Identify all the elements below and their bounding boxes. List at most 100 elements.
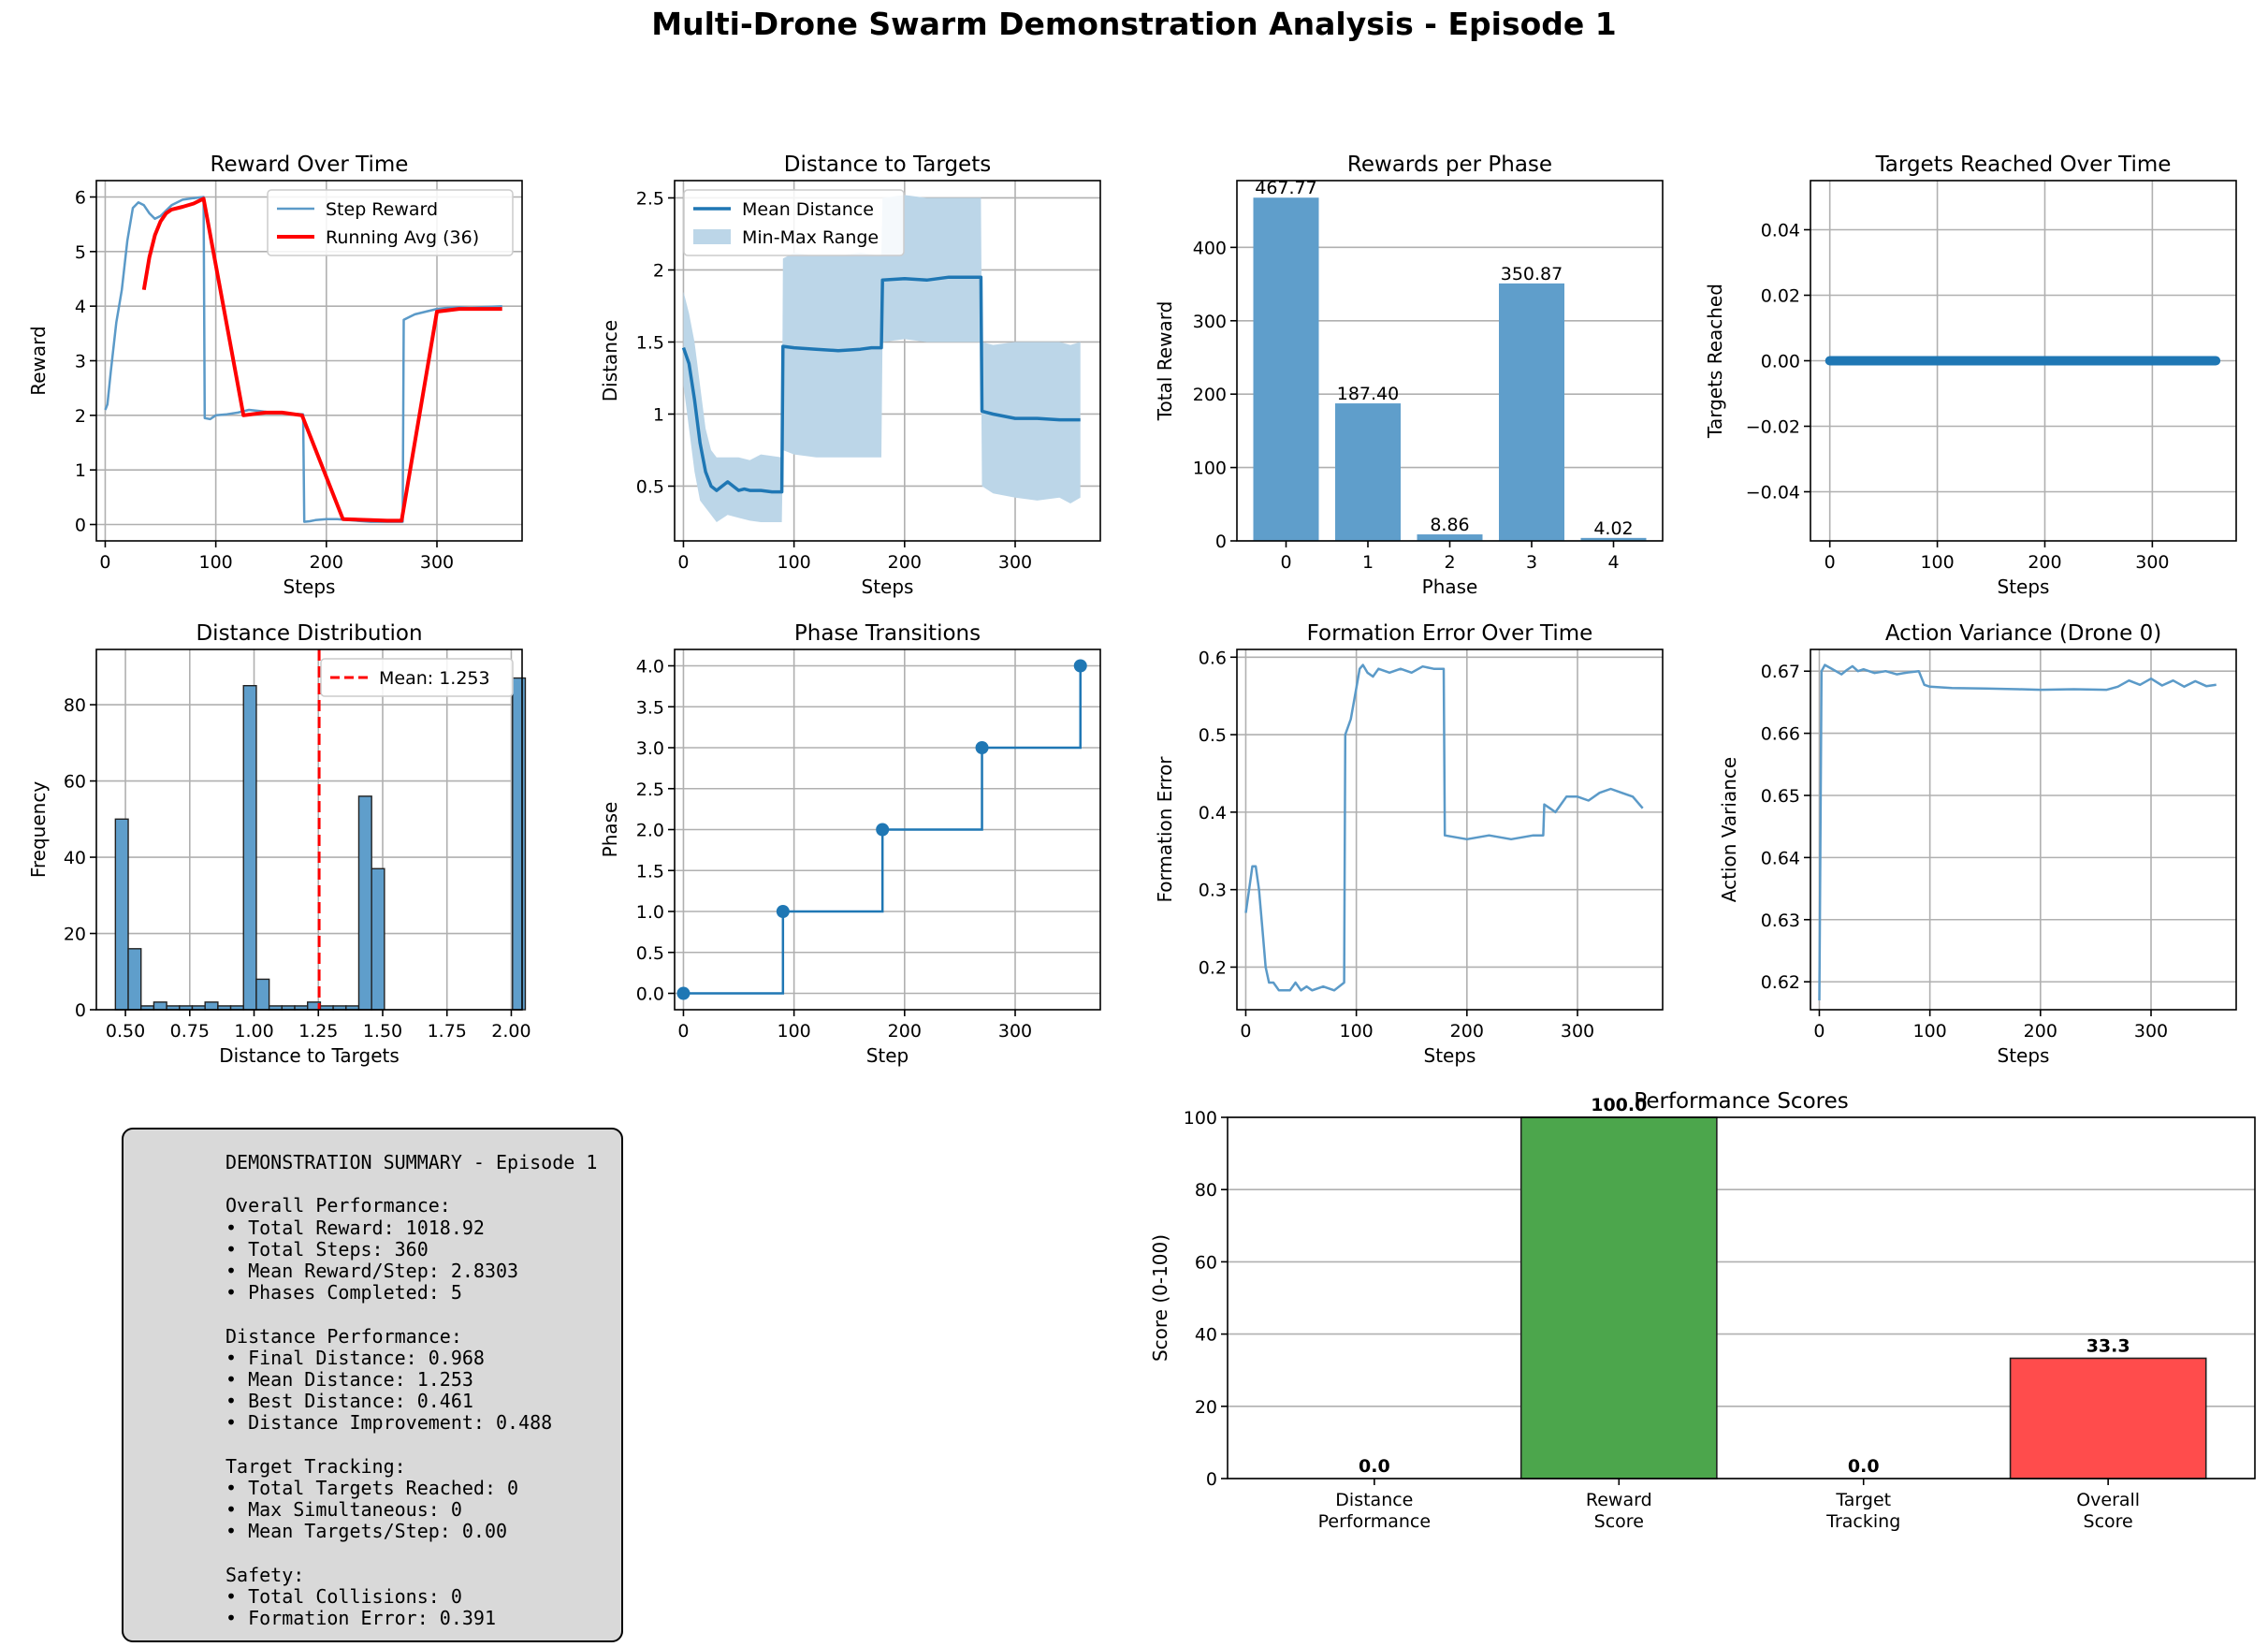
chart-histogram: 0.50 0.75 1.00 1.25 1.50 1.75 2.00 0 20 40 60 80 Dis… [27, 621, 531, 1067]
y-tick-label: 60 [64, 772, 86, 793]
y-tick-label: 0.65 [1761, 786, 1800, 807]
x-tick-label: 3 [1526, 552, 1537, 573]
summary-line [225, 1304, 621, 1325]
legend: Step Reward Running Avg (36) [267, 189, 514, 256]
y-tick-label: 0 [75, 516, 86, 536]
y-axis-label: Targets Reached [1704, 284, 1726, 439]
x-axis-label: Steps [1998, 576, 2050, 598]
phase-point [876, 823, 890, 837]
chart-title: Distance Distribution [196, 621, 422, 646]
summary-line: • Total Targets Reached: 0 [225, 1476, 519, 1499]
plot-area [1253, 197, 1647, 541]
chart-phase-transitions: 0 100 200 300 0.0 0.5 1.0 1.5 2.0 2.5 3.0 3.5 4.0 Pha… [599, 621, 1101, 1067]
plot-area [1244, 663, 1644, 992]
histogram-bar [204, 1001, 219, 1011]
y-tick-label: 0.5 [1199, 725, 1227, 746]
summary-line: • Total Collisions: 0 [225, 1584, 462, 1608]
legend-label: Running Avg (36) [326, 227, 479, 248]
phase-point [776, 905, 790, 918]
plot-area [104, 196, 502, 523]
chart-scores: 0 20 40 60 80 100 Performance Scores Score (0-1… [1149, 1089, 2256, 1532]
x-tick-label: 100 [1340, 1021, 1374, 1042]
summary-line: • Best Distance: 0.461 [225, 1390, 473, 1413]
histogram-bar [127, 948, 142, 1011]
series-mean-distance [681, 275, 1081, 494]
bar-value-label: 4.02 [1593, 518, 1633, 539]
y-tick-label: 0.2 [1199, 957, 1227, 978]
summary-line: • Formation Error: 0.391 [225, 1606, 496, 1629]
y-tick-label: 60 [1195, 1252, 1217, 1273]
y-tick-label: 1 [75, 460, 86, 481]
bar [1335, 403, 1401, 541]
legend-label: Min-Max Range [742, 227, 879, 248]
chart-formation: 0 100 200 300 0.2 0.3 0.4 0.5 0.6 Formation Error… [1154, 621, 1664, 1067]
summary-line [225, 1434, 621, 1455]
summary-line [225, 1173, 621, 1195]
chart-phase-rewards: 0 100 200 300 400 Rewards per Phase Phase Total… [1154, 153, 1664, 598]
summary-line: • Final Distance: 0.968 [225, 1346, 485, 1369]
y-tick-label: 3 [75, 352, 86, 372]
histogram-bar [371, 867, 385, 1011]
x-tick-label: 200 [888, 552, 922, 573]
legend: Mean: 1.253 [320, 658, 514, 697]
y-tick-label: 1 [653, 404, 664, 425]
x-tick-label: 1.25 [298, 1021, 338, 1042]
chart-title: Distance to Targets [784, 153, 991, 177]
legend-label: Mean Distance [742, 199, 874, 220]
legend-swatch [693, 229, 731, 244]
chart-reward: 0 100 200 300 0 1 2 3 4 5 6 Reward Over Time Steps Re… [27, 153, 523, 598]
x-tick-label: 0.50 [106, 1021, 145, 1042]
y-axis-label: Action Variance [1718, 757, 1740, 902]
histogram-bar [255, 978, 270, 1011]
x-tick-label: 200 [888, 1021, 922, 1042]
x-tick-label: 300 [1561, 1021, 1594, 1042]
y-tick-label: 0.4 [1199, 803, 1227, 824]
y-tick-label: 0.5 [636, 476, 664, 497]
y-tick-label: 4 [75, 297, 86, 317]
x-tick-label: Target [1835, 1490, 1891, 1510]
summary-panel: DEMONSTRATION SUMMARY - Episode 1 Overal… [122, 1128, 623, 1642]
x-tick-label: 0 [1240, 1021, 1251, 1042]
x-tick-label: 300 [2135, 552, 2169, 573]
x-tick-label: 0.75 [170, 1021, 210, 1042]
x-tick-label: 1 [1362, 552, 1374, 573]
x-tick-label: Distance [1335, 1490, 1413, 1510]
chart-action-variance: 0 100 200 300 0.62 0.63 0.64 0.65 0.66 0.67 Action… [1718, 621, 2237, 1067]
histogram-bar [357, 795, 372, 1011]
x-tick-label: 200 [1450, 1021, 1484, 1042]
score-bar [2009, 1357, 2207, 1479]
bar-value-label: 350.87 [1501, 264, 1563, 284]
bar [1417, 534, 1483, 541]
chart-title: Performance Scores [1634, 1089, 1848, 1114]
y-tick-label: 2.5 [636, 188, 664, 209]
y-tick-label: 0.00 [1761, 352, 1800, 372]
y-tick-label: 4.0 [636, 657, 664, 678]
phase-point [676, 986, 691, 1000]
y-tick-label: 1.0 [636, 902, 664, 923]
x-tick-label: 300 [2134, 1021, 2168, 1042]
y-tick-label: 1.5 [636, 332, 664, 353]
x-axis-label: Steps [862, 576, 914, 598]
y-axis-label: Frequency [27, 781, 50, 878]
summary-line: • Total Steps: 360 [225, 1237, 429, 1261]
bar [1499, 283, 1564, 541]
y-tick-label: 0.66 [1761, 724, 1800, 745]
legend: Mean Distance Min-Max Range [683, 189, 905, 256]
bar-value-label: 0.0 [1359, 1456, 1390, 1477]
axes-frame [674, 180, 1101, 542]
legend-box [683, 189, 905, 256]
histogram-bar [512, 677, 527, 1011]
summary-line: • Mean Distance: 1.253 [225, 1367, 473, 1391]
x-tick-label: Tracking [1825, 1511, 1900, 1532]
x-axis-label: Steps [1424, 1044, 1476, 1067]
y-tick-label: 400 [1193, 238, 1227, 258]
x-axis-label: Step [866, 1044, 909, 1067]
y-axis-label: Distance [599, 320, 621, 401]
summary-line: • Mean Targets/Step: 0.00 [225, 1520, 508, 1543]
y-tick-label: 0.64 [1761, 848, 1800, 868]
bar-value-label: 100.0 [1591, 1095, 1647, 1115]
y-tick-label: 0.0 [636, 984, 664, 1005]
y-tick-label: 3.0 [636, 738, 664, 759]
x-tick-label: 300 [998, 552, 1032, 573]
summary-line: • Mean Reward/Step: 2.8303 [225, 1259, 519, 1282]
